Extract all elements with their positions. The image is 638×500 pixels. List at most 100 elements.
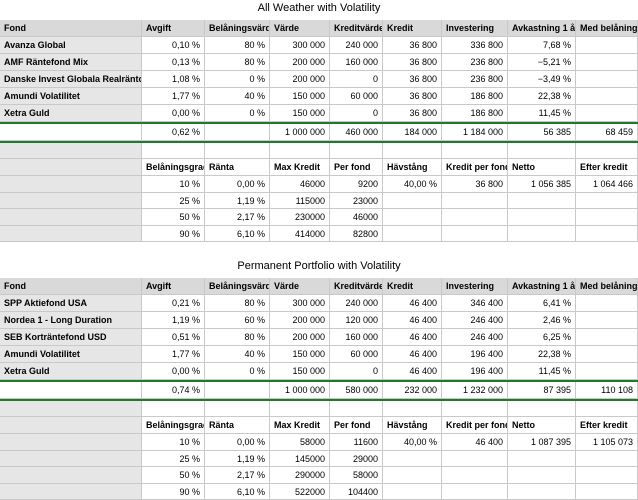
fund-name: Xetra Guld bbox=[0, 363, 142, 380]
sub-value-cell: 115000 bbox=[270, 192, 330, 209]
sub-value-cell bbox=[383, 450, 442, 467]
blank-cell bbox=[330, 143, 383, 159]
value-cell: 80 % bbox=[205, 295, 270, 312]
blank-cell bbox=[330, 401, 383, 417]
sub-value-cell: 10 % bbox=[142, 176, 205, 193]
value-cell: 60 % bbox=[205, 312, 270, 329]
value-cell: 46 400 bbox=[383, 363, 442, 380]
sub-value-cell: 40,00 % bbox=[383, 176, 442, 193]
value-cell: 22,38 % bbox=[508, 88, 576, 105]
sub-header-cell: Belåningsgrad bbox=[142, 417, 205, 434]
sub-value-cell: 1,19 % bbox=[205, 192, 270, 209]
value-cell: 0 % bbox=[205, 71, 270, 88]
blank-cell bbox=[0, 176, 142, 193]
value-cell: 0 bbox=[330, 71, 383, 88]
blank-cell bbox=[0, 401, 142, 417]
value-cell: 6,41 % bbox=[508, 295, 576, 312]
sub-header-cell: Per fond bbox=[330, 417, 383, 434]
blank-cell bbox=[142, 401, 205, 417]
blank-cell bbox=[576, 401, 638, 417]
value-cell: 80 % bbox=[205, 54, 270, 71]
value-cell: 11,45 % bbox=[508, 363, 576, 380]
total-cell bbox=[0, 382, 142, 399]
total-cell: 87 395 bbox=[508, 382, 576, 399]
value-cell: 46 400 bbox=[383, 346, 442, 363]
sub-header-cell: Efter kredit bbox=[576, 159, 638, 176]
sub-header-cell: Efter kredit bbox=[576, 417, 638, 434]
value-cell: 186 800 bbox=[442, 88, 508, 105]
total-cell: 580 000 bbox=[330, 382, 383, 399]
value-cell: 336 800 bbox=[442, 37, 508, 54]
header-cell: Belåningsvärde bbox=[205, 278, 270, 295]
separator bbox=[0, 141, 638, 143]
sub-value-cell: 290000 bbox=[270, 467, 330, 484]
separator bbox=[0, 399, 638, 401]
value-cell: 246 400 bbox=[442, 329, 508, 346]
value-cell bbox=[576, 363, 638, 380]
sub-value-cell: 2,17 % bbox=[205, 467, 270, 484]
value-cell bbox=[576, 88, 638, 105]
blank-cell bbox=[205, 143, 270, 159]
blank-cell bbox=[0, 417, 142, 434]
header-cell: Avkastning 1 år bbox=[508, 278, 576, 295]
sub-value-cell: 0,00 % bbox=[205, 176, 270, 193]
sub-value-cell bbox=[508, 450, 576, 467]
total-cell: 1 000 000 bbox=[270, 382, 330, 399]
sub-header-cell: Per fond bbox=[330, 159, 383, 176]
fund-name: Nordea 1 - Long Duration bbox=[0, 312, 142, 329]
sub-value-cell bbox=[383, 192, 442, 209]
header-cell: Värde bbox=[270, 278, 330, 295]
value-cell: 186 800 bbox=[442, 105, 508, 122]
sub-header-cell: Ränta bbox=[205, 417, 270, 434]
value-cell: 0,51 % bbox=[142, 329, 205, 346]
sub-value-cell bbox=[383, 467, 442, 484]
value-cell bbox=[576, 54, 638, 71]
total-cell: 68 459 bbox=[576, 124, 638, 141]
value-cell: 300 000 bbox=[270, 295, 330, 312]
value-cell: 1,19 % bbox=[142, 312, 205, 329]
value-cell: 46 400 bbox=[383, 295, 442, 312]
total-cell bbox=[205, 124, 270, 141]
blank-cell bbox=[205, 401, 270, 417]
value-cell: 80 % bbox=[205, 37, 270, 54]
total-cell: 0,62 % bbox=[142, 124, 205, 141]
fund-name: Xetra Guld bbox=[0, 105, 142, 122]
total-cell: 1 000 000 bbox=[270, 124, 330, 141]
value-cell: 80 % bbox=[205, 329, 270, 346]
value-cell: 1,08 % bbox=[142, 71, 205, 88]
sub-value-cell: 1 087 395 bbox=[508, 434, 576, 451]
sub-header-cell: Hävstång bbox=[383, 159, 442, 176]
blank-cell bbox=[383, 401, 442, 417]
value-cell: 22,38 % bbox=[508, 346, 576, 363]
value-cell: 240 000 bbox=[330, 295, 383, 312]
sub-header-cell: Kredit per fond bbox=[442, 417, 508, 434]
sub-value-cell bbox=[576, 209, 638, 226]
value-cell: 0 % bbox=[205, 363, 270, 380]
value-cell: 0 % bbox=[205, 105, 270, 122]
blank-cell bbox=[508, 401, 576, 417]
sub-value-cell: 46000 bbox=[270, 176, 330, 193]
sub-value-cell bbox=[508, 225, 576, 242]
sub-value-cell: 40,00 % bbox=[383, 434, 442, 451]
value-cell: 246 400 bbox=[442, 312, 508, 329]
value-cell: −3,49 % bbox=[508, 71, 576, 88]
value-cell: 0,21 % bbox=[142, 295, 205, 312]
value-cell: 60 000 bbox=[330, 346, 383, 363]
value-cell: −5,21 % bbox=[508, 54, 576, 71]
blank-cell bbox=[0, 225, 142, 242]
sub-header-cell: Max Kredit bbox=[270, 417, 330, 434]
separator bbox=[0, 380, 638, 382]
value-cell: 200 000 bbox=[270, 71, 330, 88]
sub-value-cell bbox=[576, 483, 638, 500]
value-cell: 0 bbox=[330, 105, 383, 122]
fund-name: Danske Invest Globala Realräntor bbox=[0, 71, 142, 88]
total-cell: 110 108 bbox=[576, 382, 638, 399]
sub-value-cell bbox=[576, 450, 638, 467]
sub-value-cell: 2,17 % bbox=[205, 209, 270, 226]
sub-value-cell bbox=[442, 467, 508, 484]
value-cell: 196 400 bbox=[442, 363, 508, 380]
separator bbox=[0, 122, 638, 124]
sub-header-cell: Max Kredit bbox=[270, 159, 330, 176]
value-cell: 36 800 bbox=[383, 37, 442, 54]
